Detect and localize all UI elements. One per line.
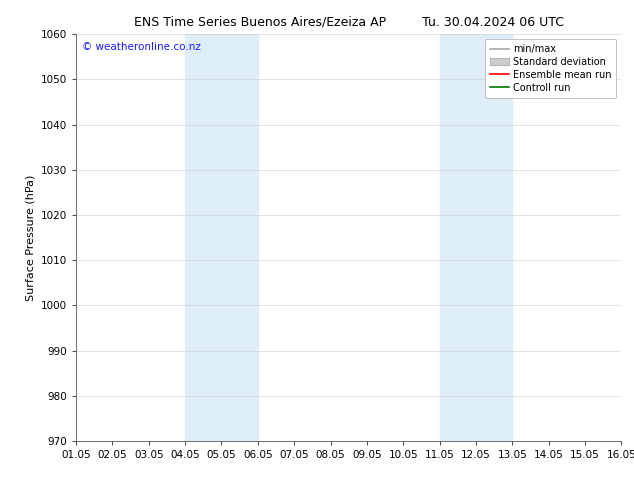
Bar: [439, 34, 512, 441]
Text: © weatheronline.co.nz: © weatheronline.co.nz: [82, 43, 200, 52]
Title: ENS Time Series Buenos Aires/Ezeiza AP         Tu. 30.04.2024 06 UTC: ENS Time Series Buenos Aires/Ezeiza AP T…: [134, 16, 564, 29]
Y-axis label: Surface Pressure (hPa): Surface Pressure (hPa): [25, 174, 36, 301]
Bar: [185, 34, 258, 441]
Legend: min/max, Standard deviation, Ensemble mean run, Controll run: min/max, Standard deviation, Ensemble me…: [485, 39, 616, 98]
